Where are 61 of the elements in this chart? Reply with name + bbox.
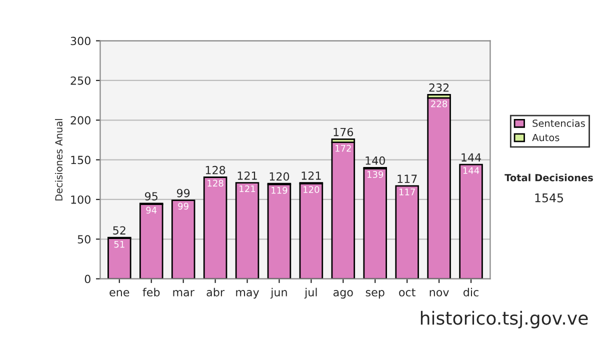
- data-label: 139: [367, 171, 384, 178]
- total-label: 95: [144, 192, 158, 200]
- x-tick-label: ene: [110, 290, 130, 296]
- y-axis-title: Decisiones Anual: [55, 119, 63, 200]
- data-label: 121: [240, 185, 256, 192]
- x-tick-label: oct: [399, 288, 416, 296]
- bar: [107, 238, 132, 279]
- bar: [331, 142, 356, 279]
- total-label: 232: [429, 83, 449, 92]
- total-label: 144: [462, 153, 481, 162]
- data-label: 172: [336, 144, 351, 152]
- y-tick-label: 200: [70, 116, 90, 125]
- total-label: 128: [206, 166, 226, 174]
- data-label: 120: [304, 186, 320, 193]
- y-tick-label: 250: [70, 76, 90, 85]
- x-tick-label: nov: [430, 290, 449, 296]
- x-tick-label: dic: [464, 288, 478, 296]
- bar: [171, 200, 196, 279]
- legend-label: Autos: [532, 134, 560, 142]
- bar: [299, 182, 324, 279]
- total-label: 117: [398, 174, 417, 183]
- x-tick-label: ago: [333, 290, 353, 299]
- total-label: 140: [366, 156, 385, 165]
- data-label: 99: [178, 202, 188, 210]
- y-tick-label: 100: [71, 195, 90, 204]
- total-label: 121: [302, 171, 321, 180]
- text: historico.tsj.gov.ve: [420, 310, 588, 328]
- total-label: 99: [176, 188, 190, 198]
- bar: [427, 97, 451, 279]
- data-label: 128: [208, 180, 224, 187]
- x-tick-label: may: [236, 290, 260, 299]
- bar: [267, 184, 292, 279]
- x-tick-label: sep: [366, 290, 384, 299]
- x-tick-label: mar: [173, 290, 194, 296]
- x-tick-label: jul: [304, 288, 317, 299]
- total-label: 52: [113, 226, 126, 235]
- y-tick-label: 150: [71, 156, 90, 164]
- legend-label: Sentencias: [532, 119, 585, 127]
- bar: [235, 182, 260, 279]
- total-label: 120: [270, 172, 290, 181]
- y-tick-label: 300: [70, 36, 90, 46]
- y-tick-label: 0: [84, 274, 90, 284]
- data-label: 117: [399, 188, 415, 196]
- data-label: 144: [463, 167, 480, 174]
- bar: [363, 168, 387, 279]
- y-tick-label: 50: [78, 235, 90, 244]
- x-tick-label: jun: [270, 288, 287, 299]
- total-label: 121: [238, 171, 257, 180]
- x-tick-label: feb: [142, 288, 160, 296]
- total-label: 176: [334, 128, 354, 136]
- x-tick-label: abr: [206, 288, 224, 296]
- text: 1545: [535, 194, 563, 202]
- bar: [139, 204, 164, 279]
- data-label: 228: [431, 100, 448, 108]
- bar: [203, 176, 228, 279]
- text: Total Decisiones: [504, 174, 593, 182]
- data-label: 51: [114, 241, 124, 248]
- data-label: 119: [272, 186, 288, 194]
- bar: [459, 164, 483, 279]
- data-label: 94: [146, 206, 157, 214]
- bar: [395, 185, 419, 279]
